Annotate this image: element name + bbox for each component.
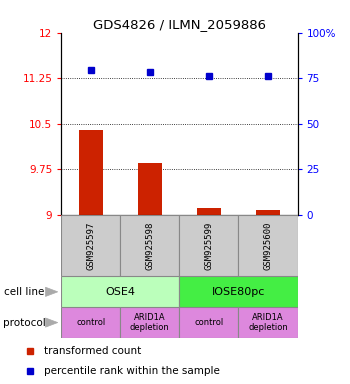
Bar: [256, 210, 280, 215]
Title: GDS4826 / ILMN_2059886: GDS4826 / ILMN_2059886: [93, 18, 266, 31]
Bar: [79, 130, 103, 215]
Text: transformed count: transformed count: [44, 346, 141, 356]
Text: GSM925599: GSM925599: [204, 222, 214, 270]
Bar: [180, 215, 238, 276]
Bar: [238, 215, 298, 276]
Text: GSM925600: GSM925600: [264, 222, 272, 270]
Text: ARID1A
depletion: ARID1A depletion: [248, 313, 288, 332]
Text: protocol: protocol: [4, 318, 46, 328]
Bar: [180, 276, 298, 307]
Text: control: control: [194, 318, 224, 327]
Bar: [61, 307, 120, 338]
Text: cell line: cell line: [4, 287, 44, 297]
Bar: [120, 307, 179, 338]
Text: ARID1A
depletion: ARID1A depletion: [130, 313, 170, 332]
Bar: [138, 163, 162, 215]
Text: percentile rank within the sample: percentile rank within the sample: [44, 366, 220, 376]
Bar: [61, 276, 180, 307]
Bar: [197, 208, 221, 215]
Text: GSM925597: GSM925597: [86, 222, 95, 270]
Bar: [120, 215, 179, 276]
Text: OSE4: OSE4: [105, 287, 135, 297]
Text: IOSE80pc: IOSE80pc: [212, 287, 265, 297]
Bar: [61, 215, 120, 276]
Text: control: control: [76, 318, 105, 327]
Bar: [180, 307, 238, 338]
Bar: [238, 307, 298, 338]
Text: GSM925598: GSM925598: [145, 222, 154, 270]
